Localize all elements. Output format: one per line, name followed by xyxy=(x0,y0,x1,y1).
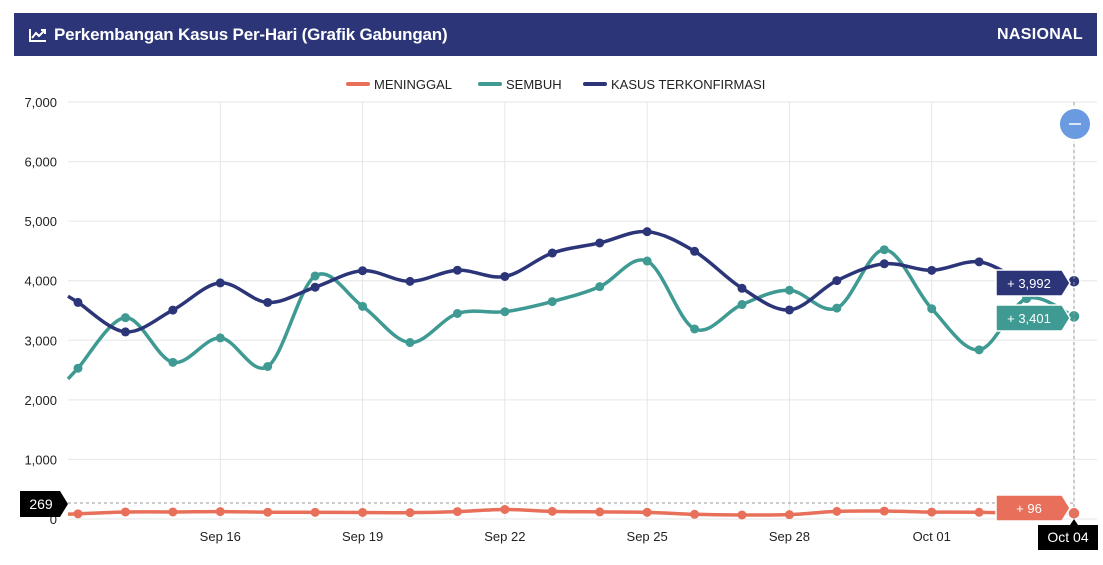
data-point[interactable] xyxy=(358,507,368,517)
crosshair-x-label-bg xyxy=(1038,519,1098,550)
data-point[interactable] xyxy=(737,300,747,310)
data-point[interactable] xyxy=(832,303,842,313)
data-point[interactable] xyxy=(215,507,225,517)
y-tick-label: 7,000 xyxy=(24,95,57,110)
y-tick-label: 5,000 xyxy=(24,214,57,229)
series-layer xyxy=(66,227,1081,521)
data-point[interactable] xyxy=(690,509,700,519)
data-point[interactable] xyxy=(73,363,83,373)
data-point[interactable] xyxy=(974,345,984,355)
data-point[interactable] xyxy=(452,507,462,517)
header-left: Perkembangan Kasus Per-Hari (Grafik Gabu… xyxy=(28,24,448,45)
data-point[interactable] xyxy=(215,278,225,288)
data-point[interactable] xyxy=(120,313,130,323)
data-point[interactable] xyxy=(927,265,937,275)
trend-line-icon xyxy=(29,28,46,42)
y-tick-label: 0 xyxy=(50,512,57,527)
data-point[interactable] xyxy=(784,510,794,520)
data-point[interactable] xyxy=(737,510,747,520)
data-point[interactable] xyxy=(879,506,889,516)
data-point[interactable] xyxy=(642,227,652,237)
data-point[interactable] xyxy=(832,506,842,516)
crosshair-y-label-bg xyxy=(20,491,68,517)
data-point[interactable] xyxy=(500,271,510,281)
legend-entry[interactable]: SEMBUH xyxy=(506,77,562,92)
data-point[interactable] xyxy=(73,297,83,307)
data-point[interactable] xyxy=(547,248,557,258)
y-tick-label: 2,000 xyxy=(24,393,57,408)
value-tooltip: + 96 xyxy=(1016,501,1042,516)
data-point[interactable] xyxy=(358,266,368,276)
data-point[interactable] xyxy=(168,507,178,517)
data-point[interactable] xyxy=(263,507,273,517)
data-point[interactable] xyxy=(168,305,178,315)
data-point[interactable] xyxy=(927,507,937,517)
y-tick-label: 6,000 xyxy=(24,155,57,170)
value-tooltip-bg xyxy=(995,494,1071,522)
x-tick-label: Sep 16 xyxy=(200,529,241,544)
data-point[interactable] xyxy=(737,283,747,293)
page-title: Perkembangan Kasus Per-Hari (Grafik Gabu… xyxy=(54,24,448,44)
data-point[interactable] xyxy=(120,327,130,337)
data-point[interactable] xyxy=(642,256,652,266)
data-point[interactable] xyxy=(73,509,83,519)
data-point[interactable] xyxy=(263,297,273,307)
data-point[interactable] xyxy=(832,276,842,286)
data-point[interactable] xyxy=(595,238,605,248)
data-point[interactable] xyxy=(879,259,889,269)
data-point[interactable] xyxy=(642,507,652,517)
chart-header: Perkembangan Kasus Per-Hari (Grafik Gabu… xyxy=(14,13,1097,56)
data-point[interactable] xyxy=(358,301,368,311)
data-point[interactable] xyxy=(310,282,320,292)
data-point[interactable] xyxy=(927,304,937,314)
x-tick-label: Sep 25 xyxy=(627,529,668,544)
x-tick-label: Oct 01 xyxy=(913,529,951,544)
data-point[interactable] xyxy=(974,507,984,517)
x-tick-label: Sep 22 xyxy=(484,529,525,544)
y-tick-label: 1,000 xyxy=(24,452,57,467)
legend-entry[interactable]: MENINGGAL xyxy=(374,77,452,92)
data-point[interactable] xyxy=(310,271,320,281)
data-point[interactable] xyxy=(405,338,415,348)
value-tooltip-bg xyxy=(995,269,1071,297)
data-point[interactable] xyxy=(974,257,984,267)
data-point[interactable] xyxy=(263,361,273,371)
crosshair-x-label: Oct 04 xyxy=(1047,529,1088,545)
overlay-layer: 269 Oct 04 + 3,992 + 3,401 + 96 xyxy=(20,102,1098,550)
data-point[interactable] xyxy=(452,265,462,275)
legend-entry[interactable]: KASUS TERKONFIRMASI xyxy=(611,77,765,92)
value-tooltip: + 3,401 xyxy=(1007,311,1051,326)
value-tooltip-bg xyxy=(995,304,1071,332)
data-point[interactable] xyxy=(595,507,605,517)
data-point[interactable] xyxy=(405,276,415,286)
data-point[interactable] xyxy=(405,508,415,518)
chart-legend: MENINGGAL SEMBUH KASUS TERKONFIRMASI xyxy=(346,77,765,92)
x-tick-label: Sep 28 xyxy=(769,529,810,544)
data-point[interactable] xyxy=(168,357,178,367)
zoom-out-button[interactable] xyxy=(1058,107,1092,141)
x-tick-label: Sep 19 xyxy=(342,529,383,544)
y-tick-label: 4,000 xyxy=(24,274,57,289)
y-tick-label: 3,000 xyxy=(24,333,57,348)
data-point[interactable] xyxy=(690,246,700,256)
data-point[interactable] xyxy=(120,507,130,517)
data-point[interactable] xyxy=(879,245,889,255)
crosshair-y-label: 269 xyxy=(29,496,53,512)
data-point[interactable] xyxy=(547,506,557,516)
data-point[interactable] xyxy=(690,324,700,334)
data-point[interactable] xyxy=(500,307,510,317)
grid-layer: 0 1,000 2,000 3,000 4,000 5,000 6,000 7,000 Sep … xyxy=(24,95,1097,544)
data-point[interactable] xyxy=(215,333,225,343)
data-point[interactable] xyxy=(595,282,605,292)
value-tooltip: + 3,992 xyxy=(1007,276,1051,291)
data-point[interactable] xyxy=(547,297,557,307)
region-label: NASIONAL xyxy=(997,25,1083,43)
data-point[interactable] xyxy=(500,504,510,514)
data-point[interactable] xyxy=(784,285,794,295)
data-point[interactable] xyxy=(784,305,794,315)
data-point[interactable] xyxy=(310,507,320,517)
data-point[interactable] xyxy=(452,308,462,318)
